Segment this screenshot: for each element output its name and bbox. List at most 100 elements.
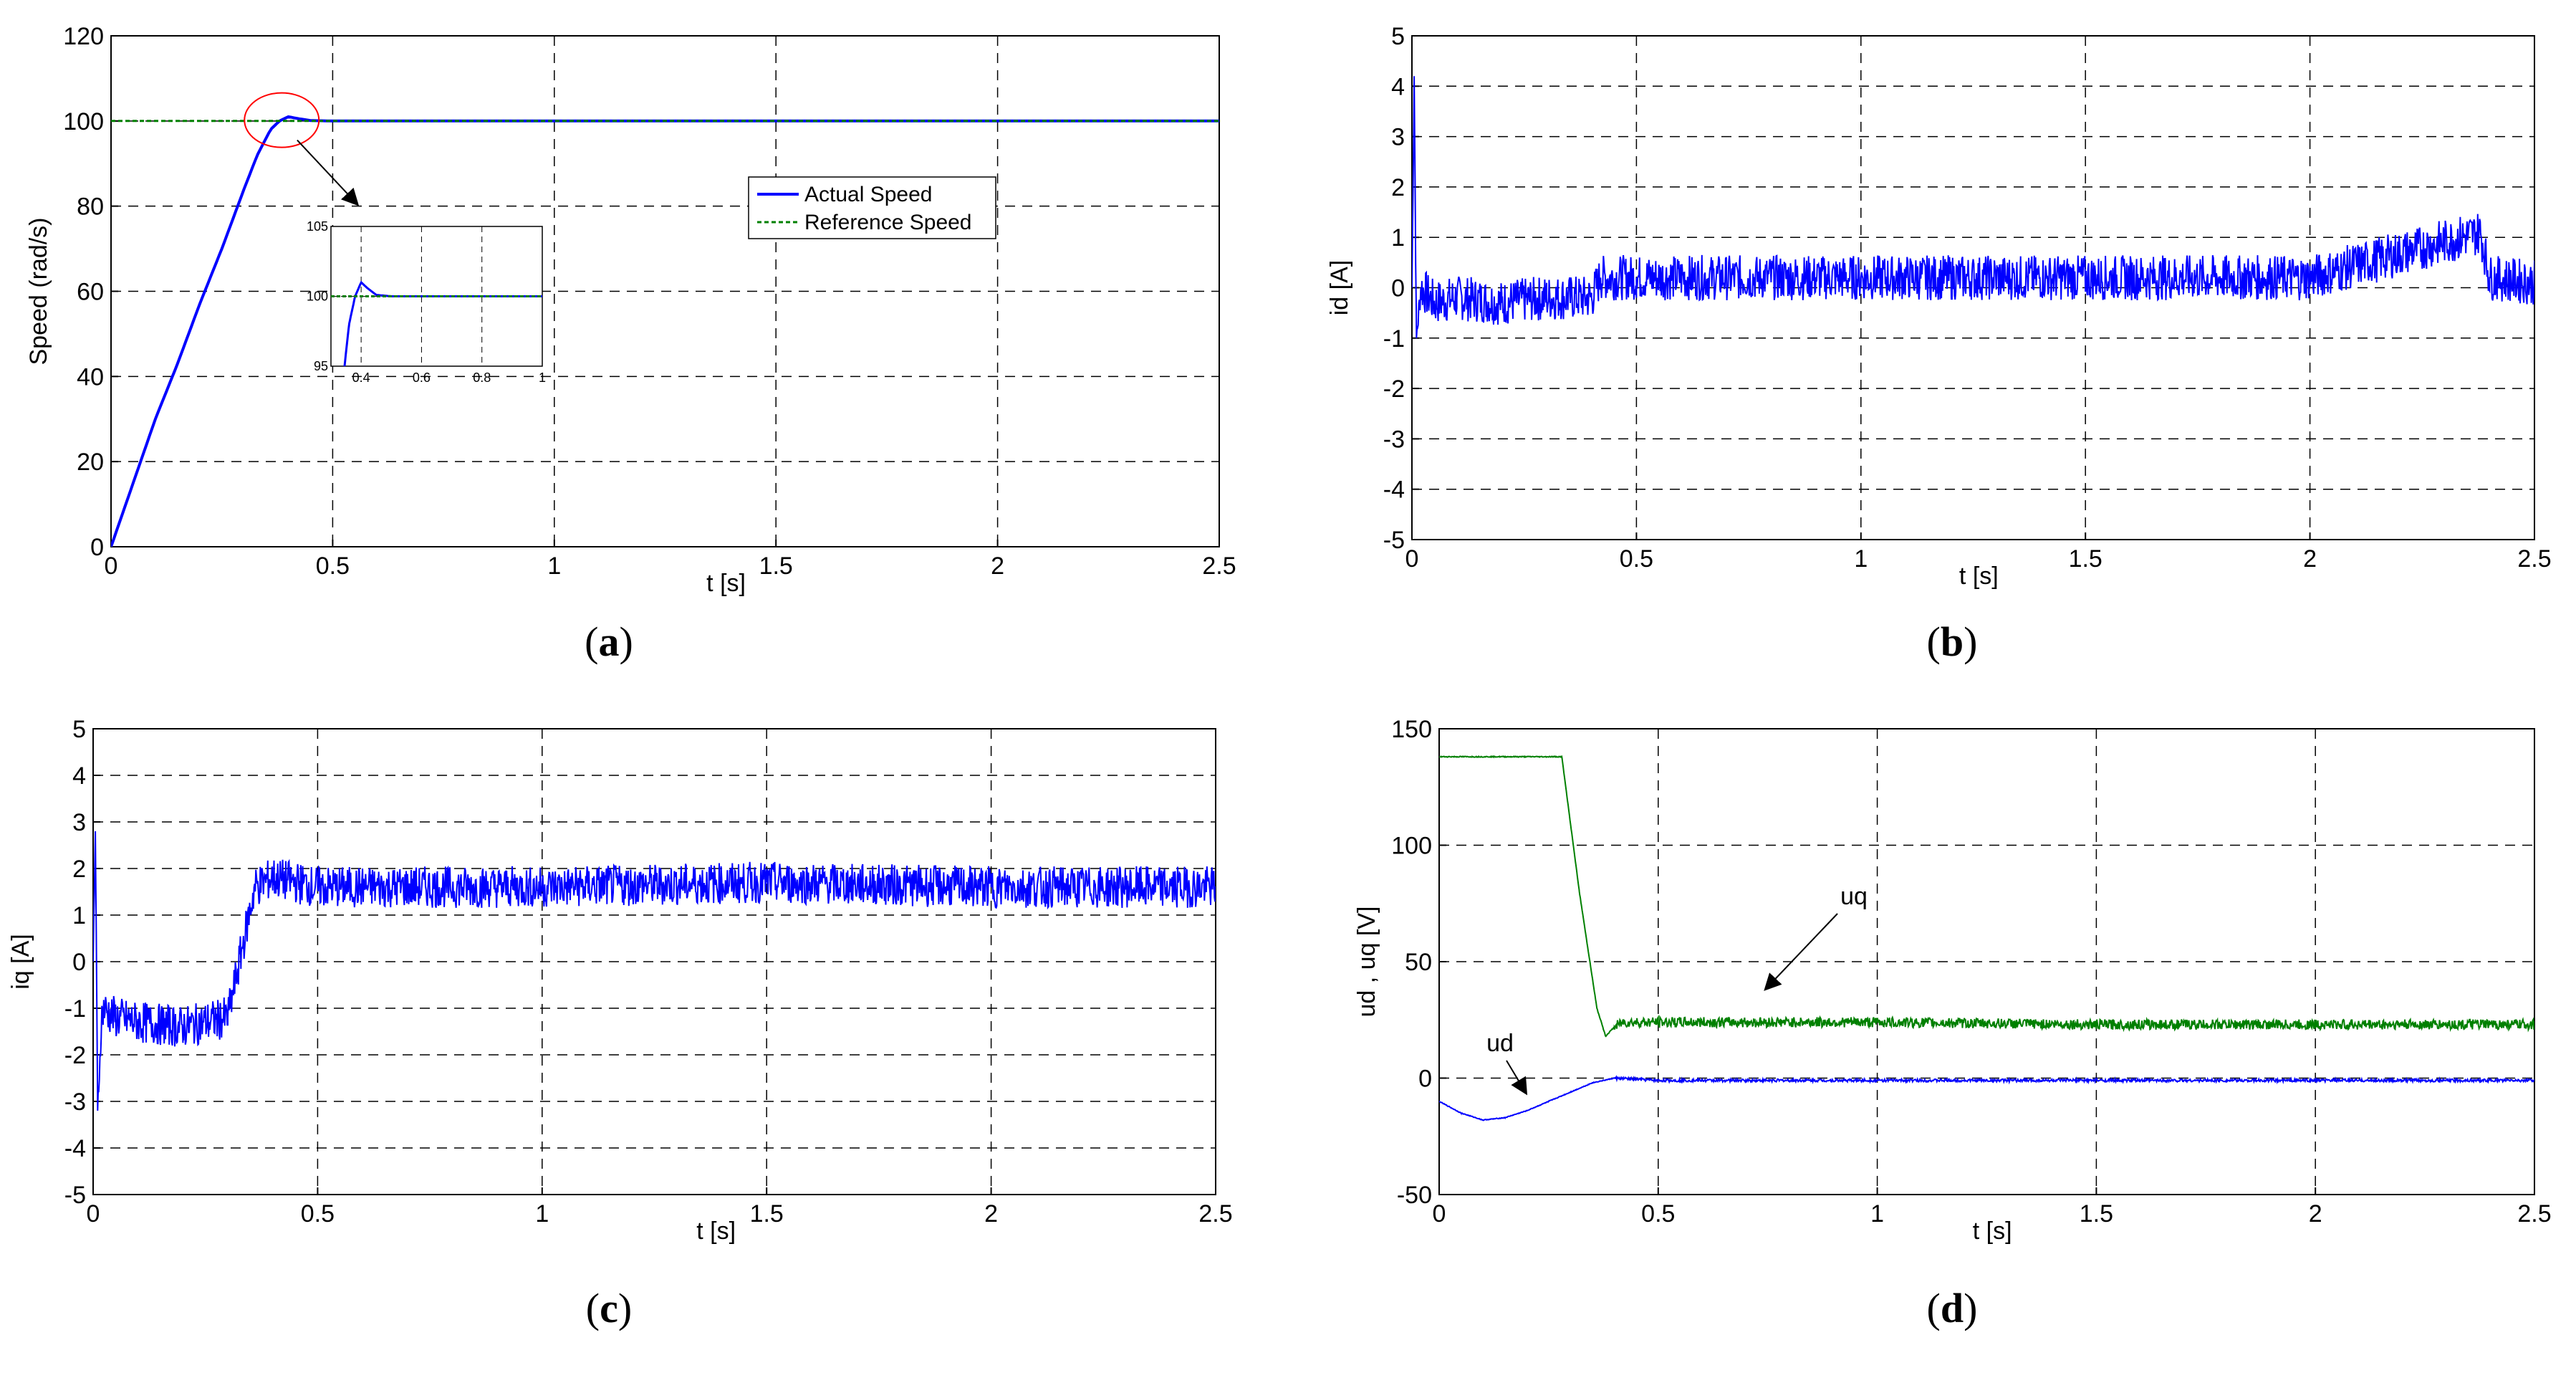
x-tick-label: 1 xyxy=(547,552,561,580)
zoom-arrow xyxy=(297,139,360,206)
series-group xyxy=(111,115,1219,547)
series-line-uq xyxy=(1439,755,2534,1038)
series-group xyxy=(1412,76,2534,338)
x-tick-label: 2.5 xyxy=(1202,552,1236,580)
y-tick-label: 4 xyxy=(72,762,86,790)
x-tick-label: 0.5 xyxy=(301,1200,335,1228)
series-line-id xyxy=(1412,76,2534,338)
x-tick-label: 0.5 xyxy=(1620,545,1653,573)
series-line-ud xyxy=(1439,1075,2534,1121)
panel-caption: (b) xyxy=(1927,618,1978,665)
y-axis-label: id [A] xyxy=(1326,260,1353,315)
y-tick-label: -3 xyxy=(64,1088,86,1116)
y-ticks: -5 -4 -3 -2 -1 0 1 2 3 4 5 xyxy=(1383,23,1419,554)
y-tick-label: -5 xyxy=(1383,527,1405,554)
x-ticks: 0 0.5 1 1.5 2 2.5 xyxy=(1433,1187,2552,1228)
y-tick-label: 0 xyxy=(1418,1066,1432,1093)
x-tick-label: 0 xyxy=(105,552,118,580)
y-tick-label: 0 xyxy=(72,949,86,976)
x-tick-label: 1.5 xyxy=(750,1200,784,1228)
y-tick-label: 60 xyxy=(77,279,104,306)
x-tick-label: 0 xyxy=(1405,545,1419,573)
chart-panel-c: 0 0.5 1 1.5 2 2.5 -5 -4 -3 -2 -1 0 1 2 3 4 5 t [s] iq [A] (… xyxy=(7,716,1233,1331)
inset-y-tick-label: 105 xyxy=(307,219,328,234)
y-tick-label: 5 xyxy=(1391,23,1405,50)
grid xyxy=(1412,36,2534,540)
x-ticks: 0 0.5 1 1.5 2 2.5 xyxy=(1405,532,2552,573)
y-tick-label: -1 xyxy=(64,995,86,1023)
x-tick-label: 1.5 xyxy=(2080,1200,2113,1228)
annotation-arrow-ud xyxy=(1506,1060,1528,1096)
x-tick-label: 0 xyxy=(87,1200,100,1228)
annotation-ud: ud xyxy=(1486,1030,1514,1057)
x-tick-label: 2 xyxy=(991,552,1004,580)
y-tick-label: 80 xyxy=(77,193,104,221)
y-tick-label: 1 xyxy=(72,902,86,929)
y-tick-label: -4 xyxy=(64,1135,86,1162)
y-tick-label: 1 xyxy=(1391,224,1405,252)
highlight-circle xyxy=(244,92,320,148)
y-tick-label: -3 xyxy=(1383,426,1405,453)
series-group xyxy=(93,831,1216,1111)
y-ticks: -50 0 50 100 150 xyxy=(1391,716,1446,1209)
inset-x-tick-label: 0.6 xyxy=(413,370,431,385)
x-tick-label: 2.5 xyxy=(1198,1200,1232,1228)
annotation-uq: uq xyxy=(1840,883,1868,910)
x-tick-label: 1.5 xyxy=(2069,545,2102,573)
x-tick-label: 1 xyxy=(535,1200,549,1228)
x-tick-label: 1 xyxy=(1870,1200,1884,1228)
annotations: uq ud xyxy=(1486,883,1868,1096)
x-tick-label: 2 xyxy=(984,1200,998,1228)
y-tick-label: 2 xyxy=(72,856,86,883)
x-tick-label: 2.5 xyxy=(2517,1200,2551,1228)
series-group xyxy=(1439,755,2534,1121)
y-tick-label: -2 xyxy=(1383,375,1405,403)
chart-panel-b: 0 0.5 1 1.5 2 2.5 -5 -4 -3 -2 -1 0 1 2 3 4 5 t [s] id [A] (… xyxy=(1326,23,2552,665)
y-tick-label: 4 xyxy=(1391,73,1405,100)
legend-label-reference: Reference Speed xyxy=(804,211,972,234)
x-tick-label: 0 xyxy=(1433,1200,1446,1228)
inset-x-tick-label: 0.8 xyxy=(473,370,491,385)
legend-label-actual: Actual Speed xyxy=(804,183,932,206)
grid xyxy=(1439,729,2534,1195)
inset-series xyxy=(331,280,542,366)
grid xyxy=(93,729,1216,1195)
legend-box xyxy=(748,176,996,239)
y-axis-label: ud , uq [V] xyxy=(1353,906,1380,1018)
y-tick-label: 40 xyxy=(77,363,104,391)
legend: Actual Speed Reference Speed xyxy=(748,176,996,239)
y-tick-label: 100 xyxy=(63,108,104,135)
inset-y-tick-label: 95 xyxy=(314,359,328,373)
y-tick-label: 150 xyxy=(1391,716,1432,743)
x-tick-label: 0.5 xyxy=(1641,1200,1675,1228)
panel-caption: (d) xyxy=(1927,1285,1978,1331)
y-tick-label: 50 xyxy=(1405,949,1432,976)
y-tick-label: 20 xyxy=(77,449,104,476)
inset-x-tick-label: 1 xyxy=(539,370,546,385)
annotation-arrow-uq xyxy=(1764,913,1838,991)
y-tick-label: -1 xyxy=(1383,325,1405,353)
y-tick-label: 5 xyxy=(72,716,86,743)
inset-chart: 0.4 0.6 0.8 1 95 100 105 xyxy=(307,219,546,385)
inset-y-tick-label: 100 xyxy=(307,290,328,304)
x-axis-label: t [s] xyxy=(1973,1217,2012,1245)
x-tick-label: 2 xyxy=(2303,545,2317,573)
y-tick-label: 2 xyxy=(1391,174,1405,201)
chart-panel-a: 0 0.5 1 1.5 2 2.5 0 20 40 60 80 100 120 t [s] Speed (r… xyxy=(25,23,1236,665)
series-line-iq xyxy=(93,831,1216,1111)
y-tick-label: 120 xyxy=(63,23,104,50)
y-axis-label: iq [A] xyxy=(7,934,34,989)
x-tick-label: 0.5 xyxy=(316,552,350,580)
y-tick-label: -5 xyxy=(64,1182,86,1209)
x-axis-label: t [s] xyxy=(696,1217,736,1245)
x-ticks: 0 0.5 1 1.5 2 2.5 xyxy=(87,1187,1233,1228)
y-tick-label: -2 xyxy=(64,1042,86,1069)
y-axis-label: Speed (rad/s) xyxy=(25,218,52,365)
inset-x-tick-label: 0.4 xyxy=(352,370,370,385)
y-tick-label: 0 xyxy=(1391,275,1405,302)
y-tick-label: 3 xyxy=(72,809,86,836)
y-tick-label: -4 xyxy=(1383,477,1405,504)
